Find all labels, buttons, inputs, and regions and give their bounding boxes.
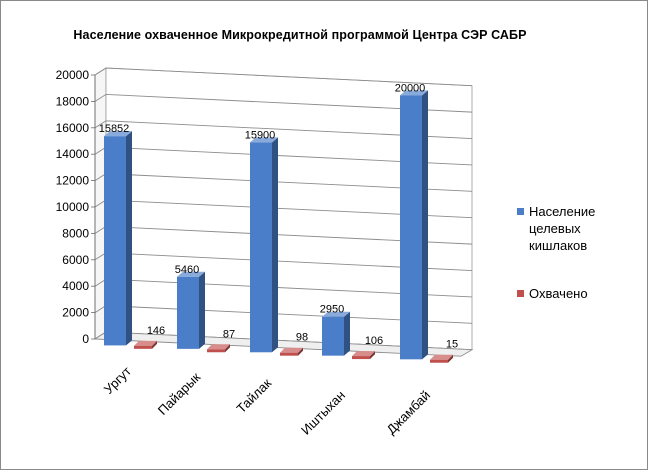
data-label-population: 5460 bbox=[175, 264, 199, 276]
bar-side-1 bbox=[152, 340, 157, 349]
bar-top-0 bbox=[104, 131, 132, 137]
bar-population bbox=[400, 95, 422, 360]
bar-side-1 bbox=[225, 344, 230, 353]
y-tick-label: 14000 bbox=[56, 147, 90, 161]
y-tick-label: 16000 bbox=[56, 121, 90, 135]
bar-population bbox=[250, 142, 272, 353]
gridline bbox=[94, 93, 473, 113]
data-label-covered: 98 bbox=[296, 332, 308, 344]
bar-side-0 bbox=[422, 90, 428, 360]
y-tick-label: 10000 bbox=[56, 200, 90, 214]
data-label-population: 15852 bbox=[99, 123, 130, 135]
bar-top-0 bbox=[400, 90, 428, 96]
category-label: Ургут bbox=[101, 363, 134, 396]
bar-side-0 bbox=[126, 131, 132, 346]
bar-top-1 bbox=[134, 340, 157, 346]
data-label-covered: 146 bbox=[147, 325, 165, 337]
legend-swatch-population bbox=[517, 208, 524, 215]
bar-covered bbox=[430, 359, 448, 363]
bar-covered bbox=[280, 352, 298, 356]
data-label-population: 15900 bbox=[245, 129, 276, 141]
bar-population bbox=[177, 276, 199, 349]
legend-label-covered: Охвачено bbox=[529, 286, 588, 301]
bar-covered bbox=[352, 356, 370, 360]
legend-label-population: Население целевых кишлаков bbox=[529, 204, 596, 253]
y-tick-label: 0 bbox=[82, 332, 89, 346]
y-tick-label: 2000 bbox=[62, 306, 89, 320]
bar-side-0 bbox=[199, 271, 205, 349]
data-label-population: 20000 bbox=[395, 82, 426, 94]
bar-top-0 bbox=[250, 137, 278, 143]
bar-population bbox=[322, 316, 344, 356]
bar-top-1 bbox=[352, 351, 375, 357]
bar-side-1 bbox=[448, 354, 453, 363]
gridline bbox=[94, 67, 473, 87]
data-label-covered: 87 bbox=[223, 328, 235, 340]
category-label: Джамбай bbox=[384, 388, 434, 438]
category-label: Пайарык bbox=[155, 369, 204, 418]
bar-top-1 bbox=[207, 344, 230, 350]
category-label: Иштыхан bbox=[298, 388, 348, 438]
bar-side-1 bbox=[298, 347, 303, 356]
data-label-covered: 15 bbox=[446, 339, 458, 351]
gridline bbox=[94, 120, 473, 139]
chart-title: Население охваченное Микрокредитной прог… bbox=[73, 28, 527, 42]
category-label: Тайлак bbox=[234, 375, 275, 416]
y-tick-label: 20000 bbox=[56, 68, 90, 82]
bar-side-1 bbox=[370, 351, 375, 360]
bar-top-1 bbox=[430, 354, 453, 360]
bar-top-1 bbox=[280, 347, 303, 353]
y-tick-label: 18000 bbox=[56, 94, 90, 108]
bar-side-0 bbox=[272, 137, 278, 353]
y-tick-label: 6000 bbox=[62, 253, 89, 267]
bar-covered bbox=[207, 349, 225, 353]
data-label-covered: 106 bbox=[365, 335, 383, 347]
bar-top-0 bbox=[322, 311, 350, 317]
y-tick-label: 12000 bbox=[56, 174, 90, 188]
bar-top-0 bbox=[177, 271, 205, 277]
bar-population bbox=[104, 136, 126, 346]
data-label-population: 2950 bbox=[320, 304, 344, 316]
y-tick-label: 8000 bbox=[62, 226, 89, 240]
y-tick-label: 4000 bbox=[62, 279, 89, 293]
bar-side-0 bbox=[344, 311, 350, 356]
legend-swatch-covered bbox=[517, 290, 524, 297]
bar-covered bbox=[134, 345, 152, 349]
